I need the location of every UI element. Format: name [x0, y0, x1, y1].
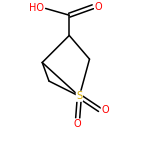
- Text: O: O: [101, 105, 109, 115]
- Text: S: S: [76, 91, 82, 101]
- Text: O: O: [95, 2, 102, 12]
- Text: O: O: [74, 119, 81, 129]
- Text: HO: HO: [29, 3, 44, 13]
